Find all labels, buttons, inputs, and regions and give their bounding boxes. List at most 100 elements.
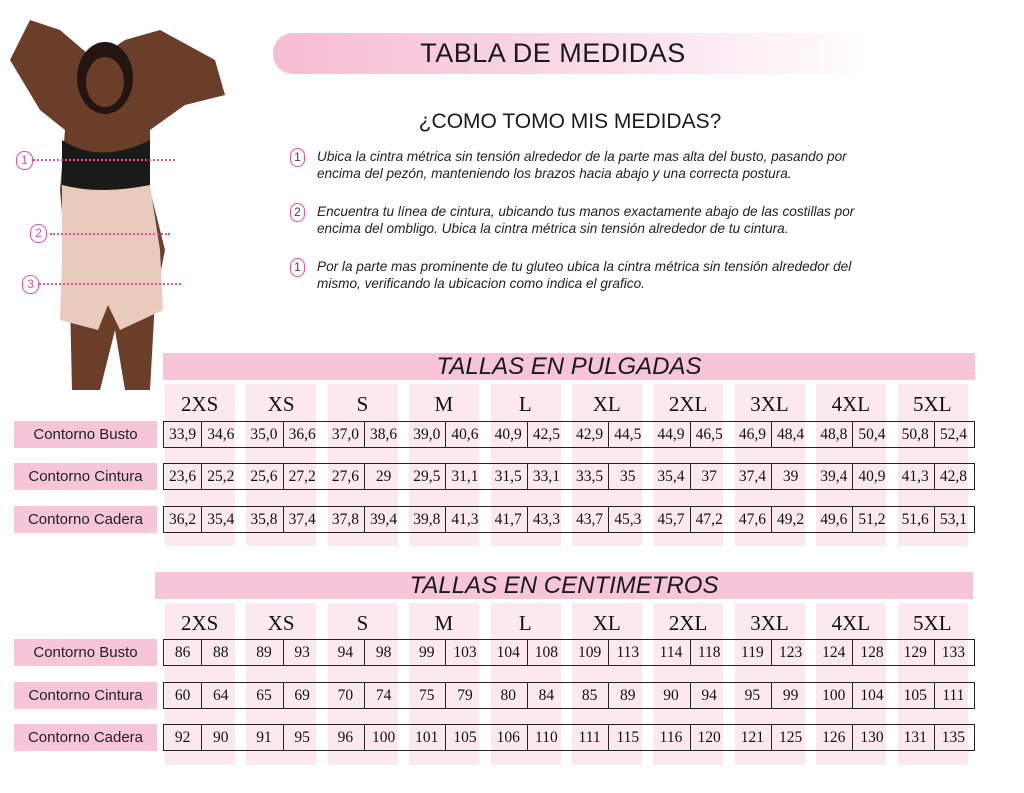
table-cell: 42,9 44,5 (571, 422, 646, 447)
column-band (734, 603, 805, 765)
min-value: 126 (815, 725, 854, 750)
max-value: 35 (620, 468, 636, 485)
table-cell: 51,6 53,1 (897, 507, 972, 532)
table-cell: 99 103 (408, 640, 483, 665)
table-cell: 109 113 (571, 640, 646, 665)
column-band (897, 384, 968, 546)
max-value: 64 (213, 687, 229, 704)
max-value: 113 (616, 644, 640, 661)
table-cell: 37,4 39 (734, 464, 809, 489)
size-header: S (356, 392, 369, 416)
max-value: 25,2 (207, 468, 235, 485)
column-band (816, 603, 887, 765)
min-value: 116 (652, 725, 691, 750)
min-value: 33,9 (164, 422, 203, 447)
size-header: S (356, 611, 369, 635)
max-value: 89 (620, 687, 636, 704)
max-value: 105 (453, 729, 477, 746)
max-value: 41,3 (451, 511, 479, 528)
table-cell: 44,9 46,5 (652, 422, 727, 447)
table-cell: 60 64 (164, 683, 239, 708)
table-cell: 45,7 47,2 (652, 507, 727, 532)
max-value: 98 (375, 644, 392, 661)
max-value: 111 (942, 687, 965, 704)
min-value: 46,9 (734, 422, 772, 447)
table-cell: 23,6 25,2 (164, 464, 239, 489)
table-cell: 106 110 (490, 725, 565, 750)
table-cell: 65 69 (245, 683, 320, 708)
step-text: Ubica la cintra métrica sin tensión alre… (317, 149, 847, 181)
column-band (734, 384, 805, 546)
min-value: 90 (652, 683, 691, 708)
max-value: 99 (782, 687, 799, 704)
max-value: 42,8 (939, 468, 967, 485)
max-value: 88 (213, 644, 229, 661)
min-value: 105 (897, 683, 935, 708)
min-value: 70 (327, 683, 365, 708)
size-header: L (518, 611, 532, 635)
min-value: 27,6 (327, 464, 365, 489)
table-cell: 126 130 (815, 725, 890, 750)
min-value: 43,7 (571, 507, 610, 532)
size-header: 5XL (913, 392, 952, 416)
min-value: 45,7 (652, 507, 691, 532)
max-value: 48,4 (777, 426, 805, 443)
table-cell: 37,8 39,4 (327, 507, 402, 532)
max-value: 43,3 (532, 511, 560, 528)
max-value: 94 (701, 687, 717, 704)
column-band (409, 603, 480, 765)
max-value: 128 (860, 644, 884, 661)
table-cell: 85 89 (571, 683, 646, 708)
min-value: 65 (245, 683, 284, 708)
max-value: 115 (616, 729, 640, 746)
instruction-step: 1 Ubica la cintra métrica sin tensión al… (290, 148, 890, 182)
step-text: Encuentra tu línea de cintura, ubicando … (317, 204, 855, 236)
min-value: 36,2 (164, 507, 203, 532)
min-value: 75 (408, 683, 447, 708)
min-value: 92 (164, 725, 203, 750)
max-value: 125 (778, 729, 803, 746)
max-value: 37,4 (288, 511, 316, 528)
column-band (653, 384, 724, 546)
table-cell: 75 79 (408, 683, 483, 708)
max-value: 135 (941, 729, 965, 746)
max-value: 37 (701, 468, 717, 485)
max-value: 39,4 (370, 511, 398, 528)
max-value: 39 (782, 468, 799, 485)
table-cell: 96 100 (327, 725, 402, 750)
min-value: 42,9 (571, 422, 610, 447)
step-number: 1 (290, 148, 305, 167)
row-label: Contorno Cintura (14, 463, 157, 490)
max-value: 120 (697, 729, 721, 746)
table-cell: 92 90 (164, 725, 239, 750)
row-label: Contorno Cintura (14, 682, 157, 709)
model-figure (10, 20, 225, 390)
table-cell: 35,4 37 (652, 464, 727, 489)
hip-line (36, 283, 181, 285)
table-cell: 27,6 29 (327, 464, 402, 489)
max-value: 51,2 (858, 511, 886, 528)
max-value: 123 (778, 644, 803, 661)
size-header: M (434, 392, 454, 416)
min-value: 104 (490, 640, 528, 665)
max-value: 100 (371, 729, 396, 746)
max-value: 104 (860, 687, 884, 704)
table-cell: 35,8 37,4 (245, 507, 320, 532)
table-cell: 80 84 (490, 683, 565, 708)
min-value: 48,8 (815, 422, 854, 447)
max-value: 29 (375, 468, 392, 485)
min-value: 119 (734, 640, 772, 665)
min-value: 50,8 (897, 422, 935, 447)
table-cell: 114 118 (652, 640, 727, 665)
max-value: 53,1 (939, 511, 967, 528)
max-value: 45,3 (614, 511, 642, 528)
column-band (490, 384, 561, 546)
min-value: 47,6 (734, 507, 772, 532)
size-header: L (518, 392, 532, 416)
table-cell: 91 95 (245, 725, 320, 750)
size-header: 4XL (831, 611, 871, 635)
marker-1: 1 (16, 151, 33, 170)
min-value: 29,5 (408, 464, 447, 489)
instruction-step: 2 Encuentra tu línea de cintura, ubicand… (290, 203, 890, 237)
size-header: 2XS (181, 611, 219, 635)
